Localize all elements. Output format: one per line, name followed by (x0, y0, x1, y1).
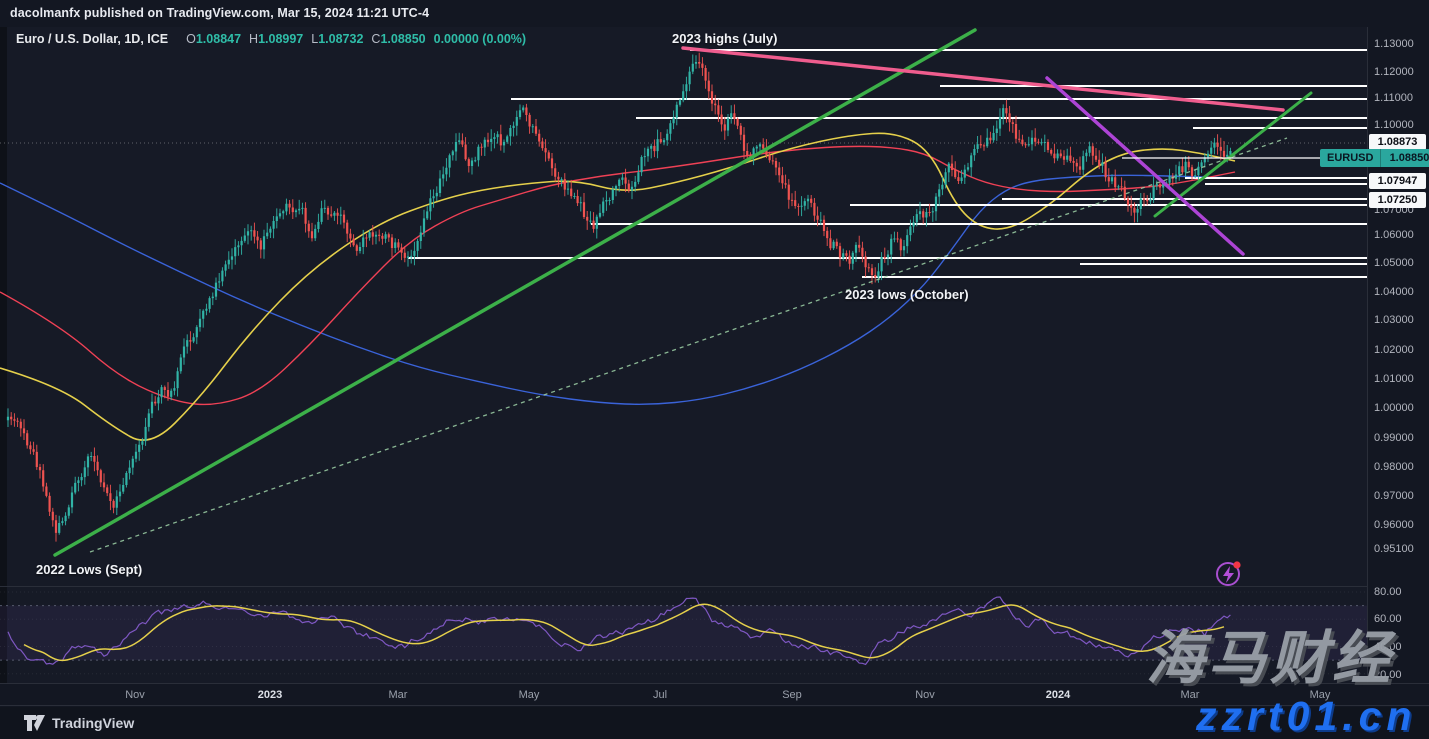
time-tick-label: Nov (915, 689, 935, 701)
tradingview-logo-icon (24, 715, 45, 731)
price-tick-label: 1.03000 (1374, 314, 1414, 326)
low-value: 1.08732 (318, 32, 364, 46)
price-tick-label: 1.12000 (1374, 66, 1414, 78)
price-tick-label: 1.01000 (1374, 373, 1414, 385)
current-price-value: 1.08850 (1381, 149, 1429, 167)
time-axis[interactable]: Nov 2023 Mar May Jul Sep Nov 2024 Mar May (0, 683, 1429, 706)
time-tick-label: May (518, 689, 540, 701)
price-level-badge: 1.07250 (1369, 192, 1426, 208)
price-tick-label: 1.02000 (1374, 344, 1414, 356)
price-level-badge: 1.07947 (1369, 173, 1426, 189)
up-candle-wicks (7, 54, 1231, 535)
annotation-2022-lows: 2022 Lows (Sept) (36, 562, 143, 577)
open-label: O (186, 32, 196, 46)
change-value: 0.00000 (0.00%) (433, 32, 527, 46)
trendline-long-term-ascending[interactable] (53, 28, 977, 557)
indicator-tick-label: 80.00 (1374, 586, 1402, 598)
open-value: 1.08847 (195, 32, 242, 46)
low-label: L (311, 32, 319, 46)
symbol-title: Euro / U.S. Dollar, 1D, ICE (16, 32, 169, 46)
time-tick-label: Nov (125, 689, 145, 701)
price-tick-label: 1.13000 (1374, 38, 1414, 50)
publish-info-text: dacolmanfx published on TradingView.com,… (10, 6, 430, 20)
time-tick-label: 2023 (257, 689, 283, 701)
price-tick-label: 0.95100 (1374, 543, 1414, 555)
trendline-descending-from-2023-high[interactable] (681, 46, 1285, 112)
close-label: C (371, 32, 381, 46)
indicator-tick-label: 40.00 (1374, 641, 1402, 653)
close-value: 1.08850 (380, 32, 426, 46)
trendline-short-ascending-right[interactable] (1153, 91, 1313, 218)
time-tick-label: May (1309, 689, 1331, 701)
down-candle-bodies (10, 62, 1226, 533)
trendline-steep-descending[interactable] (1045, 76, 1245, 256)
price-tick-label: 1.11000 (1374, 92, 1413, 104)
time-tick-label: Jul (652, 689, 668, 701)
current-price-badge: EURUSD 1.08850 (1320, 149, 1429, 167)
dashed-trendline[interactable] (89, 137, 1288, 553)
price-tick-label: 0.98000 (1374, 461, 1414, 473)
tradingview-brand-link[interactable]: TradingView (24, 715, 134, 731)
ma-blue-line[interactable] (0, 174, 1236, 405)
ma-red-line[interactable] (0, 145, 1236, 406)
symbol-legend[interactable]: Euro / U.S. Dollar, 1D, ICE O1.08847 H1.08… (16, 32, 526, 46)
symbol-tag: EURUSD (1320, 149, 1382, 167)
indicator-tick-label: 20.00 (1374, 669, 1402, 681)
price-tick-label: 1.00000 (1374, 402, 1414, 414)
price-tick-label: 1.06000 (1374, 229, 1414, 241)
price-tick-label: 1.05000 (1374, 257, 1414, 269)
tradingview-brand-text: TradingView (52, 715, 135, 731)
chart-left-margin (0, 27, 7, 683)
up-candle-bodies (6, 62, 1232, 533)
rsi-ma-line[interactable] (23, 603, 1225, 662)
watermark-cjk: 海马财经 (1146, 626, 1395, 691)
price-level-badge: 1.08873 (1369, 134, 1426, 150)
annotation-2023-highs: 2023 highs (July) (672, 31, 778, 46)
price-tick-label: 0.97000 (1374, 490, 1414, 502)
price-tick-label: 1.10000 (1374, 119, 1414, 131)
footer-bar: TradingView (0, 707, 1429, 739)
indicator-tick-label: 60.00 (1374, 613, 1402, 625)
time-tick-label: Sep (782, 689, 802, 701)
annotation-2023-lows: 2023 lows (October) (845, 287, 969, 302)
price-tick-label: 1.04000 (1374, 286, 1414, 298)
publish-topbar: dacolmanfx published on TradingView.com,… (0, 0, 1429, 27)
high-value: 1.08997 (258, 32, 304, 46)
price-tick-label: 0.96000 (1374, 519, 1414, 531)
high-label: H (249, 32, 259, 46)
boost-lightning-icon[interactable] (1216, 561, 1241, 586)
price-tick-label: 0.99000 (1374, 432, 1414, 444)
time-tick-label: Mar (388, 689, 408, 701)
down-candle-wicks (10, 52, 1225, 542)
time-tick-label: Mar (1180, 689, 1200, 701)
time-tick-label: 2024 (1045, 689, 1071, 701)
watermark-url: zzrt01.cn (1196, 693, 1417, 739)
